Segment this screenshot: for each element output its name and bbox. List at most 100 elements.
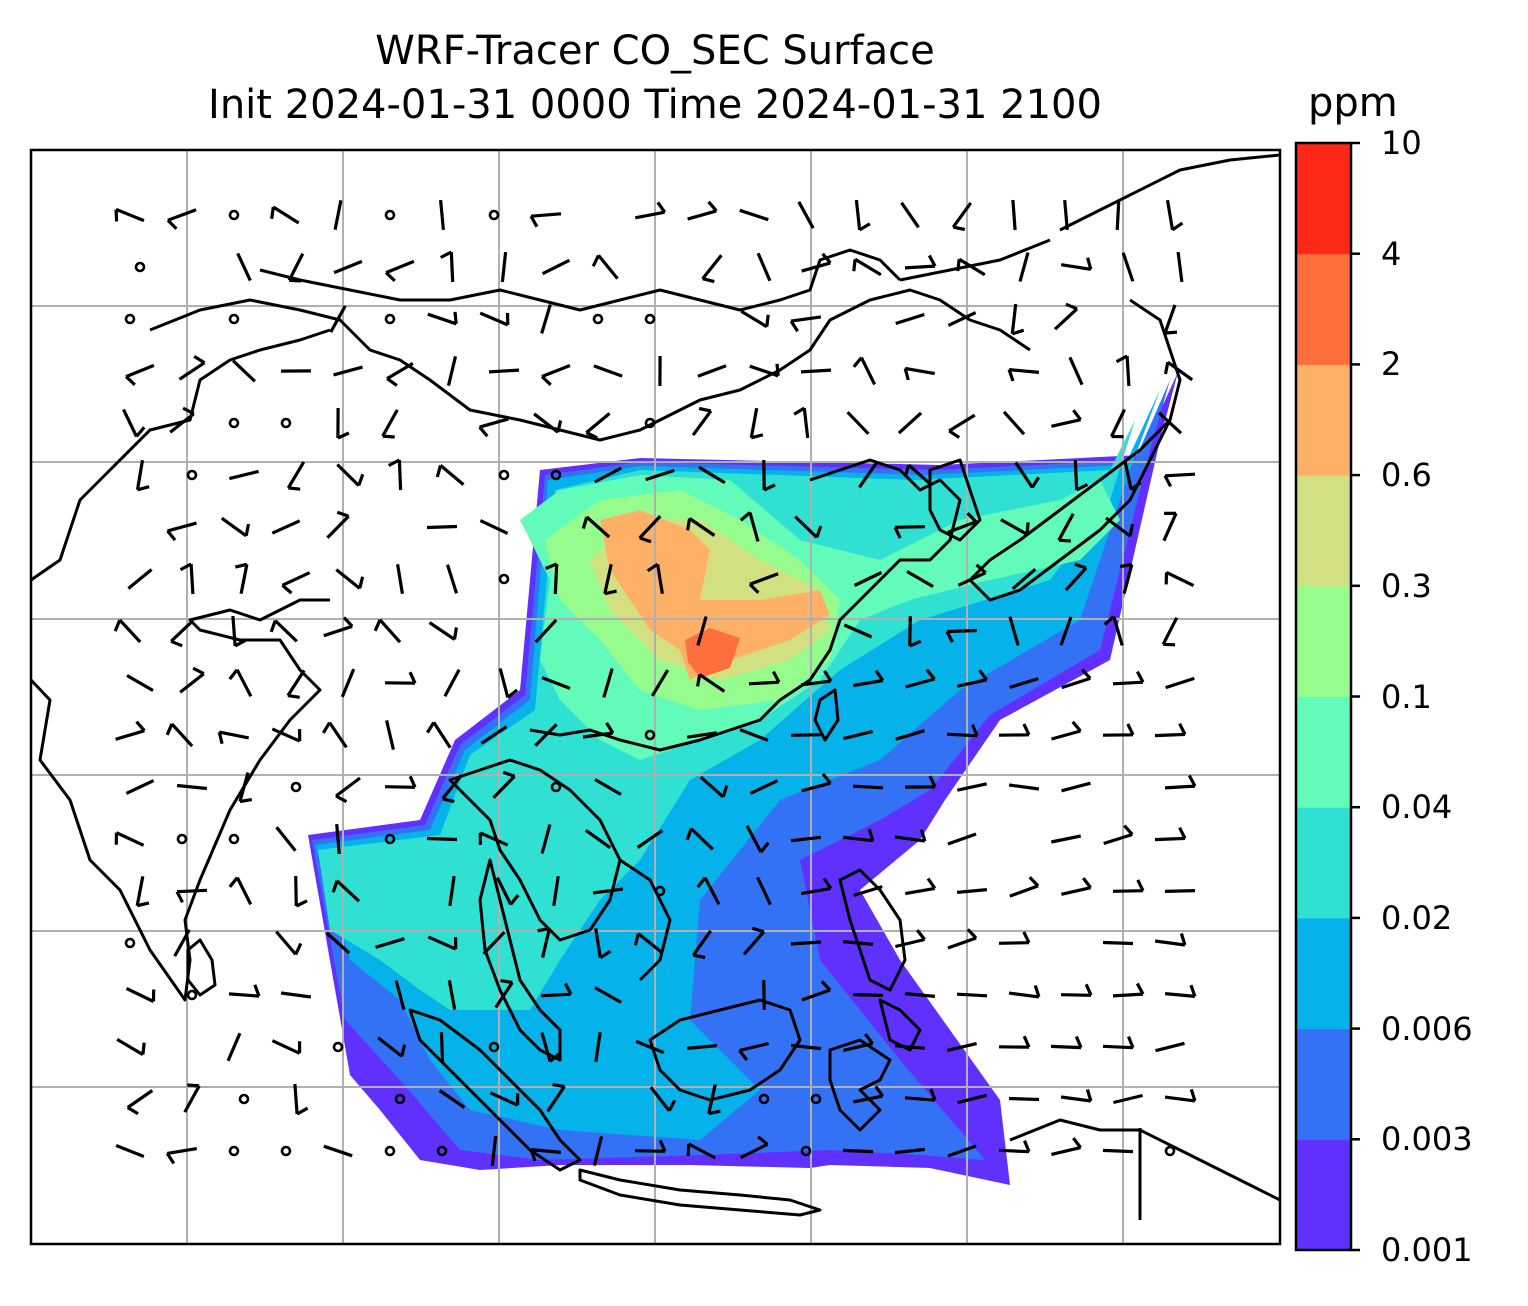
calm-marker [384, 313, 396, 325]
colorbar-segment [1296, 143, 1351, 255]
wind-barb [552, 875, 560, 907]
wind-barb [1061, 877, 1092, 896]
wind-barb [947, 1042, 977, 1052]
wind-barb [541, 258, 571, 276]
wind-barb [541, 676, 571, 690]
border-himalaya [149, 288, 1031, 442]
wind-barb [439, 250, 455, 283]
wind-barb [479, 519, 509, 535]
wind-barb [1155, 1041, 1185, 1053]
wind-barb [1164, 774, 1197, 790]
calm-marker [290, 781, 302, 793]
calm-marker [498, 573, 510, 585]
wind-barb [998, 1139, 1031, 1154]
coastline-java [578, 1168, 822, 1217]
wind-barb [903, 463, 933, 487]
wind-barb [591, 254, 619, 280]
wind-barb [340, 668, 356, 698]
wind-barb [114, 831, 145, 847]
wind-barb [748, 572, 779, 594]
wind-barb [594, 778, 622, 796]
coastline-sumatra [408, 1008, 582, 1172]
wind-barb [903, 366, 936, 381]
wind-barb [1103, 615, 1124, 646]
wind-barb [691, 406, 713, 437]
wind-barb [500, 251, 508, 283]
wind-barb [489, 1091, 520, 1107]
wind-barb [236, 252, 252, 282]
concentration-field [308, 372, 1178, 1185]
wind-barb [1011, 199, 1017, 231]
wind-barb [904, 254, 937, 270]
calm-marker [394, 1093, 406, 1105]
wind-barb [1064, 562, 1088, 592]
wind-barb [1115, 354, 1131, 387]
wind-barb [1018, 252, 1030, 282]
wind-barb [234, 562, 249, 595]
wind-barb [956, 992, 988, 998]
wind-barb [169, 406, 195, 434]
wind-barb [446, 356, 458, 386]
wind-barb [443, 669, 461, 697]
wind-barb [427, 311, 458, 326]
wind-barb [113, 618, 142, 644]
calm-wind-markers [124, 209, 1176, 1157]
wind-barb [843, 623, 873, 639]
coastline-sri-lanka [186, 938, 217, 997]
wind-barb [381, 409, 399, 439]
colorbar-segment [1296, 1028, 1351, 1140]
wind-barb [479, 311, 510, 327]
wind-barb [1112, 982, 1145, 998]
wind-barb [800, 670, 833, 687]
wind-barb [478, 831, 509, 847]
wind-barb [228, 984, 261, 998]
calm-marker [124, 313, 136, 325]
wind-barb [271, 1039, 302, 1055]
wind-barb [951, 201, 973, 232]
calm-marker [1164, 1145, 1176, 1157]
wind-barb [490, 1135, 498, 1167]
wind-barb [280, 991, 312, 999]
wind-barb [540, 1032, 561, 1063]
wind-barb [904, 992, 936, 998]
wind-barb [904, 775, 937, 789]
wind-barb [908, 615, 922, 648]
calm-marker [550, 469, 562, 481]
colorbar-tick-label: 0.001 [1381, 1231, 1473, 1269]
wind-barb [1059, 616, 1073, 646]
wind-barb [762, 459, 776, 492]
wind-barb [333, 259, 363, 275]
wind-barb [1123, 460, 1142, 491]
wind-barb [1121, 252, 1135, 282]
calm-marker [758, 1093, 770, 1105]
wind-barb [1011, 567, 1037, 591]
wind-barb [447, 979, 457, 1011]
wind-barb [701, 254, 723, 284]
wind-barb [905, 668, 936, 689]
calm-marker [176, 833, 188, 845]
wind-barb [286, 669, 306, 699]
wind-barb [894, 1044, 926, 1050]
coastline-indochina [448, 758, 672, 982]
gridlines [31, 150, 1280, 1244]
wind-barb [790, 940, 822, 946]
wind-barb [1014, 461, 1040, 489]
colorbar-tick-label: 4 [1381, 234, 1402, 273]
calm-marker [384, 1145, 396, 1157]
wind-barb [748, 670, 781, 686]
wind-barb [858, 461, 878, 489]
wind-barb [537, 926, 551, 958]
wind-barb [895, 312, 925, 326]
wind-barb [893, 525, 926, 539]
wind-barb [217, 730, 250, 745]
wind-barb [228, 876, 253, 906]
wind-barb [1050, 1035, 1083, 1050]
wind-barb [1113, 1093, 1143, 1105]
wind-barb [957, 1093, 987, 1105]
wind-barb [1063, 199, 1069, 231]
wind-barb [594, 1031, 602, 1063]
wind-barb [445, 564, 459, 594]
calm-marker [436, 1145, 448, 1157]
wind-barb [294, 875, 308, 908]
